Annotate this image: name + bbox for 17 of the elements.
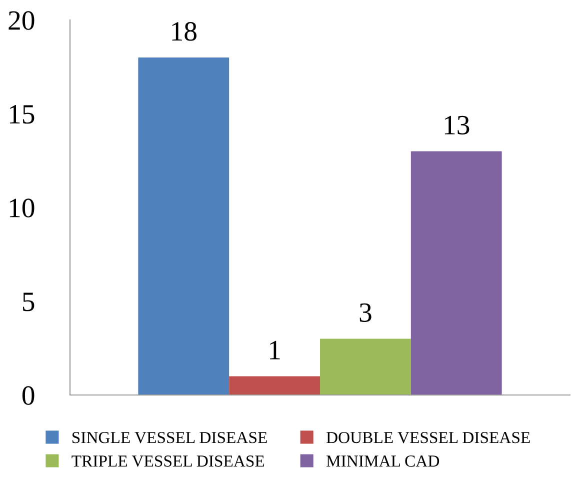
- y-tick-label: 15: [10, 105, 34, 124]
- y-tick-label: 20: [8, 11, 34, 30]
- legend-label: SINGLE VESSEL DISEASE: [72, 432, 267, 444]
- data-label: 13: [444, 116, 470, 134]
- bar: [138, 58, 230, 395]
- y-tick-label: 5: [23, 292, 34, 312]
- bar: [410, 151, 502, 395]
- data-label: 3: [360, 303, 372, 322]
- data-label: 18: [172, 22, 196, 41]
- legend-label: TRIPLE VESSEL DISEASE: [72, 456, 264, 467]
- y-tick-label: 0: [22, 386, 34, 405]
- bar: [229, 376, 320, 395]
- legend-label: MINIMAL CAD: [326, 456, 440, 467]
- y-tick-label: 10: [10, 198, 34, 218]
- legend-label: DOUBLE VESSEL DISEASE: [326, 432, 530, 444]
- bar: [320, 338, 411, 395]
- data-label: 1: [270, 340, 280, 360]
